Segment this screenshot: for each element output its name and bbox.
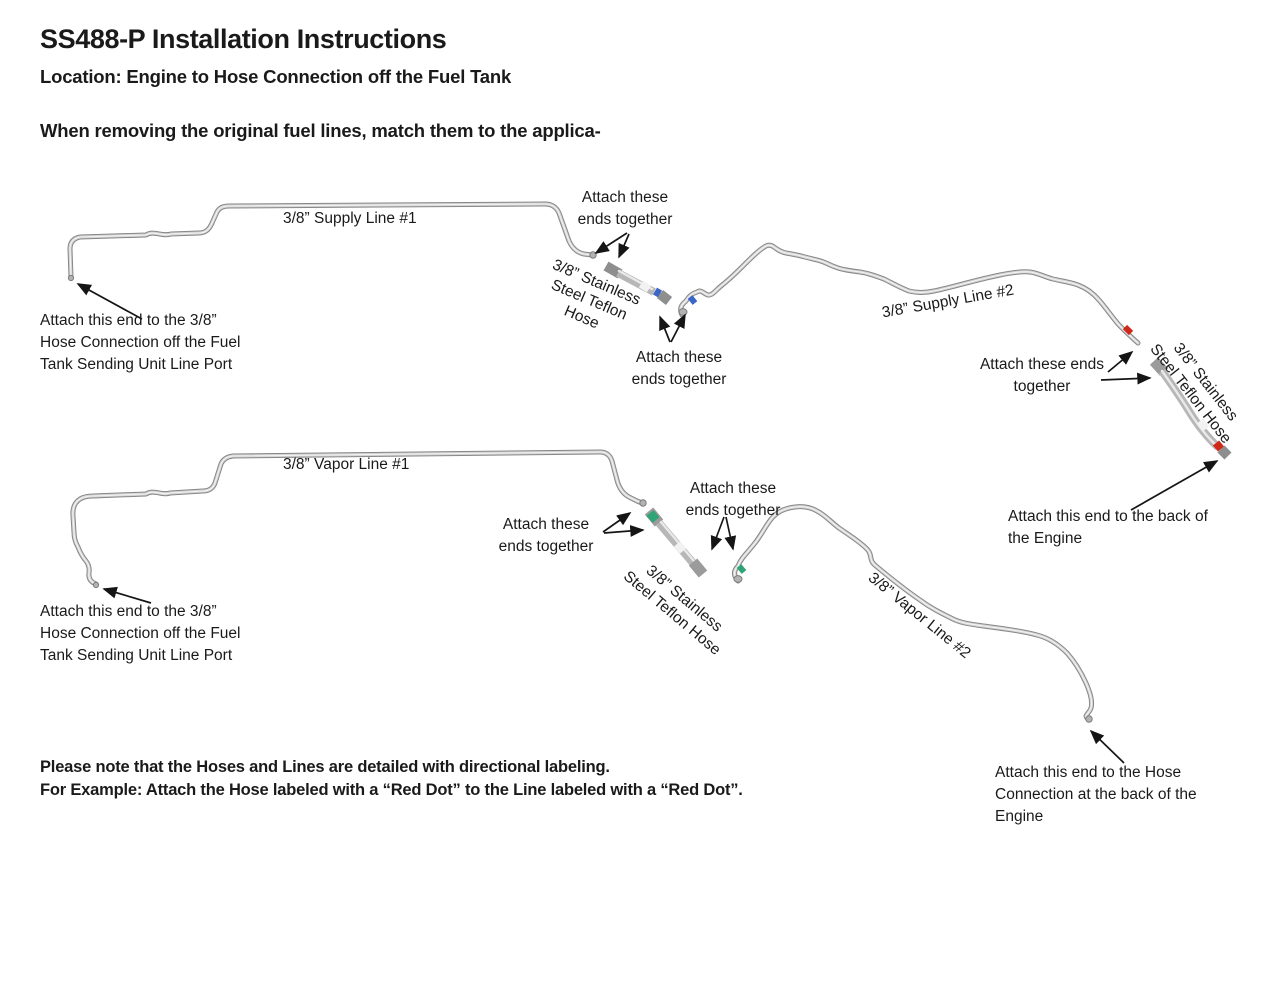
callout-line: Attach these <box>581 189 669 206</box>
vapor-line-1-label: 3/8” Vapor Line #1 <box>283 456 410 473</box>
callout-line: Attach this end to the 3/8” <box>40 312 217 329</box>
callout-tank-port-vapor: Attach this end to the 3/8” Hose Connect… <box>40 601 240 667</box>
callout-line: Hose Connection off the Fuel <box>40 334 241 351</box>
callout-attach-vapor-right-pair: Attach these ends together <box>686 478 781 522</box>
intro-line: When removing the original fuel lines, m… <box>40 120 601 141</box>
callout-line: Engine <box>995 808 1044 825</box>
callout-line: ends together <box>577 211 673 228</box>
directional-note: Please note that the Hoses and Lines are… <box>40 756 743 802</box>
callout-line: Connection at the back of the <box>995 786 1197 803</box>
location-line: Location: Engine to Hose Connection off … <box>40 66 512 87</box>
callout-line: Tank Sending Unit Line Port <box>40 647 233 664</box>
supply-hose <box>603 261 673 305</box>
callout-attach-supply-left-pair: Attach these ends together <box>578 187 673 231</box>
callout-line: Hose Connection off the Fuel <box>40 625 241 642</box>
callout-line: Attach this end to the 3/8” <box>40 603 217 620</box>
page-title: SS488-P Installation Instructions <box>40 24 447 54</box>
callout-tank-port-supply: Attach this end to the 3/8” Hose Connect… <box>40 310 240 376</box>
callout-line: Attach these <box>689 480 777 497</box>
callout-attach-vapor-left-pair: Attach these ends together <box>499 514 594 558</box>
vapor-hose <box>644 507 708 578</box>
callout-line: Tank Sending Unit Line Port <box>40 356 233 373</box>
callout-line: Attach this end to the back of <box>1008 508 1208 525</box>
callout-arrows <box>76 232 1219 764</box>
callout-line: Attach these <box>502 516 590 533</box>
callout-line: together <box>1013 378 1071 395</box>
callout-line: Attach this end to the Hose <box>995 764 1182 781</box>
callout-engine-hose-connection: Attach this end to the Hose Connection a… <box>995 762 1197 828</box>
callout-line: ends together <box>631 371 727 388</box>
callout-attach-supply-right-pair: Attach these ends together <box>632 347 727 391</box>
callout-line: ends together <box>498 538 594 555</box>
callout-engine-back: Attach this end to the back of the Engin… <box>1008 506 1208 550</box>
directional-note-line1: Please note that the Hoses and Lines are… <box>40 758 610 776</box>
vapor-line-2 <box>734 507 1092 723</box>
engine-hose <box>1149 357 1232 460</box>
callout-line: Attach these ends <box>979 356 1105 373</box>
callout-line: Attach these <box>635 349 723 366</box>
callout-attach-engine-hose-pair: Attach these ends together <box>980 354 1104 398</box>
directional-note-line2: For Example: Attach the Hose labeled wit… <box>40 781 743 799</box>
supply-line-2 <box>679 245 1138 343</box>
supply-line-1-label: 3/8” Supply Line #1 <box>283 210 417 227</box>
callout-line: the Engine <box>1008 530 1083 547</box>
vapor-line-1 <box>73 452 647 589</box>
callout-line: ends together <box>685 502 781 519</box>
